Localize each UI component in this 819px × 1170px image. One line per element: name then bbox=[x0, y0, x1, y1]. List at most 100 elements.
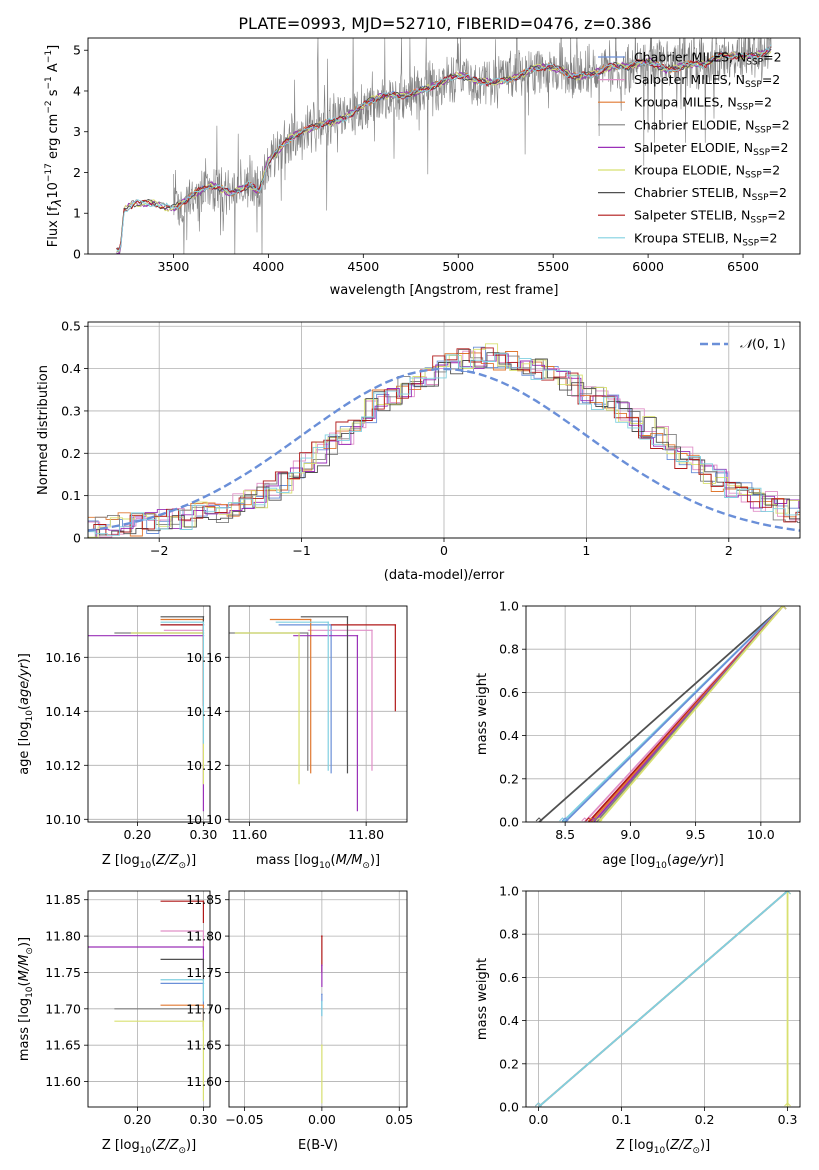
y-tick-label: 10.10 bbox=[186, 812, 222, 827]
label-part: mass [log bbox=[17, 998, 32, 1061]
legend-text: Chabrier STELIB, N bbox=[634, 185, 752, 200]
y-tick-label: 10.16 bbox=[45, 650, 81, 665]
y-tick-label: 11.65 bbox=[186, 1038, 222, 1053]
label-part: ( bbox=[665, 1138, 670, 1153]
label-part: )] bbox=[17, 937, 32, 947]
y-tick-label: 0.2 bbox=[499, 771, 519, 786]
point-salpeter-elodie bbox=[356, 634, 359, 637]
label-part: Z [log bbox=[102, 1138, 140, 1153]
point-salpeter-stelib bbox=[394, 624, 397, 626]
y-label-part: −1 bbox=[44, 50, 54, 63]
cumulative-marker-chabrier-elodie bbox=[593, 817, 600, 822]
legend-sub: SSP bbox=[750, 216, 767, 226]
label-part: age [log bbox=[17, 722, 32, 775]
legend-sub: SSP bbox=[753, 148, 770, 158]
x-tick-label: 0.00 bbox=[308, 1112, 336, 1127]
legend-label-normal: 𝒩(0, 1) bbox=[740, 336, 786, 351]
legend-text: Salpeter MILES, N bbox=[634, 72, 745, 87]
legend-text: Salpeter STELIB, N bbox=[634, 208, 750, 223]
y-tick-label: 0.8 bbox=[499, 642, 519, 657]
x-tick-label: −0.05 bbox=[225, 1112, 263, 1127]
y-tick-label: 10.12 bbox=[186, 758, 222, 773]
y-tick-label: 10.16 bbox=[186, 650, 222, 665]
y-axis-label: mass weight bbox=[475, 958, 490, 1040]
x-tick-label: 3500 bbox=[158, 259, 190, 274]
cumulative-line-kroupa-stelib bbox=[537, 891, 789, 1107]
y-tick-label: 10.10 bbox=[45, 812, 81, 827]
x-tick-label: 10.0 bbox=[747, 827, 775, 842]
cumulative-line-chabrier-miles bbox=[564, 606, 784, 822]
y-tick-label: 11.70 bbox=[45, 1001, 81, 1016]
cumulative-marker-kroupa-stelib bbox=[535, 1102, 542, 1107]
legend-suffix: =2 bbox=[762, 72, 780, 87]
point-salpeter-stelib bbox=[202, 900, 205, 902]
y-tick-label: 11.85 bbox=[186, 892, 222, 907]
cumulative-marker-kroupa-stelib bbox=[784, 891, 791, 895]
label-part: mass [log bbox=[256, 853, 319, 868]
legend-label-chabrier-miles: Chabrier MILES, NSSP=2 bbox=[634, 50, 782, 68]
cumulative-marker-kroupa-miles bbox=[587, 817, 595, 822]
normal-curve bbox=[88, 367, 800, 532]
y-tick-label: 1.0 bbox=[499, 884, 519, 899]
x-tick-label: −2 bbox=[150, 543, 168, 558]
label-part: )] bbox=[17, 653, 32, 663]
y-tick-label: 0.2 bbox=[61, 446, 81, 461]
x-tick-label: 0.20 bbox=[124, 827, 152, 842]
axes-frame bbox=[87, 605, 211, 823]
y-tick-label: 0.4 bbox=[499, 1013, 519, 1028]
x-tick-label: 11.80 bbox=[348, 827, 384, 842]
point-chabrier-stelib bbox=[202, 958, 205, 961]
x-tick-label: 0.1 bbox=[612, 1112, 632, 1127]
y-tick-label: 10.14 bbox=[186, 704, 222, 719]
legend-sub: SSP bbox=[745, 171, 762, 181]
y-axis-label: mass weight bbox=[475, 673, 490, 755]
x-tick-label: 0.0 bbox=[529, 1112, 549, 1127]
legend-sub: SSP bbox=[737, 103, 754, 113]
label-part: )] bbox=[370, 853, 380, 868]
label-part: )] bbox=[186, 1138, 196, 1153]
legend-label-kroupa-stelib: Kroupa STELIB, NSSP=2 bbox=[634, 230, 778, 248]
label-italic: Z/Z bbox=[155, 853, 179, 868]
legend-label-salpeter-stelib: Salpeter STELIB, NSSP=2 bbox=[634, 208, 786, 226]
legend-suffix: =2 bbox=[770, 140, 788, 155]
point-salpeter-miles bbox=[202, 930, 205, 932]
histogram-salpeter-elodie bbox=[88, 353, 800, 538]
label-part: )] bbox=[700, 1138, 710, 1153]
legend-label-chabrier-elodie: Chabrier ELODIE, NSSP=2 bbox=[634, 117, 790, 135]
y-tick-label: 0.6 bbox=[499, 970, 519, 985]
cumulative-marker-kroupa-stelib bbox=[559, 817, 566, 822]
legend-text: Chabrier MILES, N bbox=[634, 50, 746, 65]
spectrum-panel: 3500 4000 4500 5000 5500 6000 6500 0 1 2 3 4 5 Flux [… bbox=[44, 37, 801, 298]
axes-frame bbox=[525, 605, 801, 823]
label-part: Z [log bbox=[102, 853, 140, 868]
legend-suffix: =2 bbox=[767, 208, 785, 223]
y-tick-label: 0.1 bbox=[61, 488, 81, 503]
point-kroupa-miles bbox=[309, 618, 312, 621]
figure-title: PLATE=0993, MJD=52710, FIBERID=0476, z=0… bbox=[238, 14, 651, 33]
plot-area bbox=[321, 935, 323, 1104]
axes-frame bbox=[87, 321, 801, 539]
x-tick-label: 0.30 bbox=[189, 1112, 217, 1127]
x-tick-label: −1 bbox=[292, 543, 310, 558]
label-italic: age/yr bbox=[17, 662, 32, 705]
x-axis-label: Z [log10(Z/Z⊙)] bbox=[616, 1138, 710, 1156]
label-italic: M/M bbox=[336, 853, 363, 868]
x-tick-label: 0.20 bbox=[124, 1112, 152, 1127]
y-label-part: ] bbox=[46, 45, 61, 50]
point-salpeter-elodie bbox=[202, 946, 205, 948]
y-tick-label: 2 bbox=[73, 165, 81, 180]
model-line-salpeter-stelib bbox=[116, 46, 772, 251]
y-tick-label: 11.75 bbox=[45, 965, 81, 980]
mass-vs-metallicity-panel: 0.20 0.30 11.60 11.65 11.70 11.75 11.80 11.85 Z … bbox=[17, 890, 217, 1156]
cumulative-marker-kroupa-elodie bbox=[779, 606, 787, 610]
cumulative-marker-chabrier-stelib bbox=[535, 817, 543, 822]
cumulative-line-chabrier-stelib bbox=[538, 606, 784, 822]
y-tick-label: 0.2 bbox=[499, 1056, 519, 1071]
x-tick-label: 9.5 bbox=[686, 827, 706, 842]
point-kroupa-stelib bbox=[327, 621, 330, 623]
label-part: )] bbox=[186, 853, 196, 868]
axes-frame bbox=[228, 890, 408, 1108]
point-chabrier-miles bbox=[321, 993, 323, 996]
point-chabrier-elodie bbox=[306, 632, 309, 634]
